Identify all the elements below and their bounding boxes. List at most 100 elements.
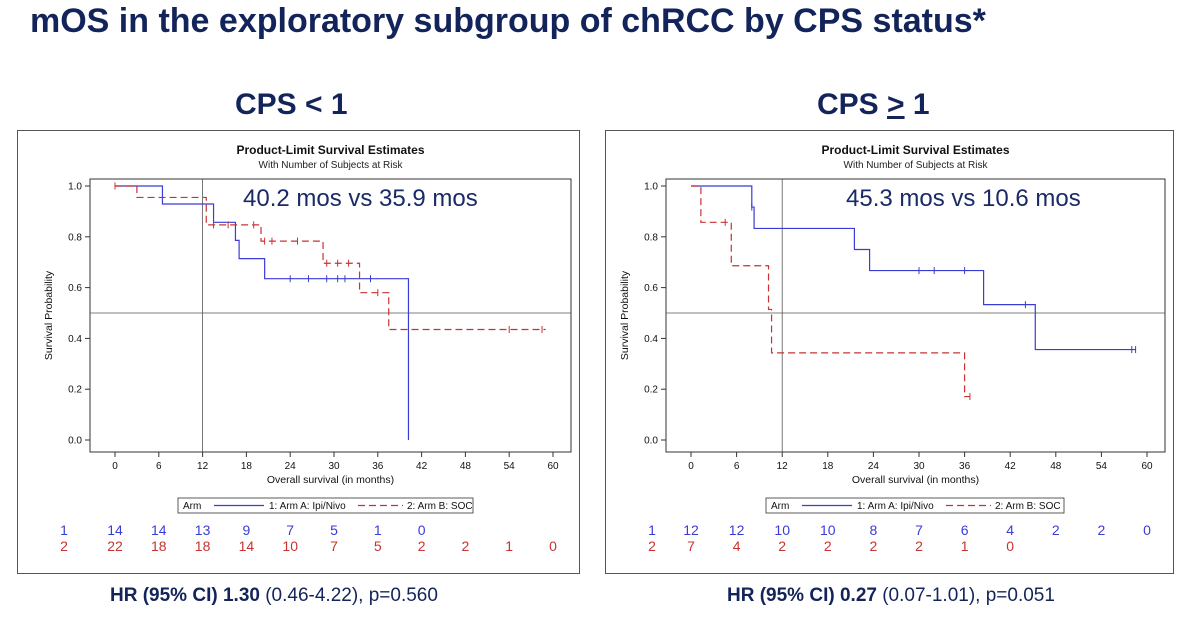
at-risk-count: 0 <box>1006 538 1014 554</box>
plot-frame <box>89 178 572 453</box>
x-tick-label: 54 <box>504 461 516 472</box>
hr-label-right: HR (95% CI) <box>727 585 840 606</box>
at-risk-count: 2 <box>418 538 426 554</box>
at-risk-count: 5 <box>330 522 338 538</box>
x-tick-label: 60 <box>547 461 559 472</box>
legend-title: Arm <box>183 501 201 512</box>
at-risk-count: 14 <box>239 538 255 554</box>
x-tick-label: 6 <box>156 461 162 472</box>
at-risk-count: 4 <box>1006 522 1014 538</box>
x-tick-label: 0 <box>688 461 694 472</box>
at-risk-count: 13 <box>195 522 211 538</box>
chart-subtitle: With Number of Subjects at Risk <box>259 160 404 171</box>
at-risk-count: 1 <box>505 538 513 554</box>
at-risk-count: 2 <box>1098 522 1106 538</box>
y-tick-label: 0.2 <box>644 385 658 396</box>
y-tick-label: 0.8 <box>68 232 82 243</box>
at-risk-count: 0 <box>1143 522 1151 538</box>
y-tick-label: 1.0 <box>68 182 82 193</box>
km-panel-right: Product-Limit Survival Estimates With Num… <box>605 130 1174 574</box>
at-risk-count: 2 <box>870 538 878 554</box>
x-tick-label: 12 <box>777 461 789 472</box>
x-tick-label: 30 <box>913 461 925 472</box>
panel-title-right-value: 1 <box>904 88 930 121</box>
at-risk-arm-label: 2 <box>648 538 656 554</box>
y-tick-label: 0.0 <box>68 436 82 447</box>
x-axis-label: Overall survival (in months) <box>267 474 394 486</box>
legend-label-arm-a: 1: Arm A: Ipi/Nivo <box>857 501 934 512</box>
panel-title-right: CPS > 1 <box>817 88 930 122</box>
hr-value-left: 1.30 <box>222 585 260 606</box>
hr-text-left: HR (95% CI) 1.30 (0.46-4.22), p=0.560 <box>110 585 438 607</box>
x-tick-label: 48 <box>460 461 472 472</box>
x-tick-label: 42 <box>416 461 428 472</box>
panel-title-right-prefix: CPS <box>817 88 888 121</box>
at-risk-count: 2 <box>915 538 923 554</box>
hr-ci-left: (0.46-4.22), p=0.560 <box>259 585 438 606</box>
at-risk-count: 0 <box>549 538 557 554</box>
at-risk-count: 2 <box>778 538 786 554</box>
at-risk-count: 10 <box>282 538 298 554</box>
x-tick-label: 30 <box>328 461 340 472</box>
at-risk-arm-label: 1 <box>60 522 68 538</box>
x-tick-label: 54 <box>1096 461 1108 472</box>
x-tick-label: 18 <box>241 461 253 472</box>
panel-title-left-prefix: CPS <box>235 88 306 121</box>
at-risk-count: 18 <box>151 538 167 554</box>
at-risk-count: 1 <box>961 538 969 554</box>
km-chart-left: Product-Limit Survival Estimates With Num… <box>43 143 572 554</box>
at-risk-count: 5 <box>374 538 382 554</box>
hr-label-left: HR (95% CI) <box>110 585 223 606</box>
x-tick-label: 24 <box>868 461 880 472</box>
legend-label-arm-b: 2: Arm B: SOC <box>407 501 473 512</box>
at-risk-count: 0 <box>418 522 426 538</box>
at-risk-count: 12 <box>729 522 745 538</box>
at-risk-count: 7 <box>915 522 923 538</box>
km-panel-left: Product-Limit Survival Estimates With Num… <box>17 130 580 574</box>
plot-frame <box>665 178 1166 453</box>
y-tick-label: 1.0 <box>644 182 658 193</box>
panel-title-left-op: < <box>305 88 323 121</box>
legend-label-arm-b: 2: Arm B: SOC <box>995 501 1061 512</box>
at-risk-count: 8 <box>870 522 878 538</box>
at-risk-count: 14 <box>107 522 123 538</box>
chart-title: Product-Limit Survival Estimates <box>236 143 424 157</box>
at-risk-count: 18 <box>195 538 211 554</box>
x-tick-label: 0 <box>112 461 118 472</box>
y-tick-label: 0.6 <box>644 283 658 294</box>
legend-title: Arm <box>771 501 789 512</box>
hr-ci-right: (0.07-1.01), p=0.051 <box>876 585 1055 606</box>
hr-text-right: HR (95% CI) 0.27 (0.07-1.01), p=0.051 <box>727 585 1055 607</box>
at-risk-count: 2 <box>824 538 832 554</box>
median-annotation: 45.3 mos vs 10.6 mos <box>846 185 1081 212</box>
chart-subtitle: With Number of Subjects at Risk <box>844 160 989 171</box>
hr-value-right: 0.27 <box>839 585 877 606</box>
median-annotation: 40.2 mos vs 35.9 mos <box>243 185 478 212</box>
x-tick-label: 36 <box>959 461 971 472</box>
at-risk-arm-label: 1 <box>648 522 656 538</box>
panel-title-left: CPS < 1 <box>235 88 348 122</box>
at-risk-count: 1 <box>374 522 382 538</box>
at-risk-count: 10 <box>774 522 790 538</box>
survival-curve-1 <box>115 185 410 440</box>
y-axis-label: Survival Probability <box>619 270 631 360</box>
x-tick-label: 18 <box>822 461 834 472</box>
at-risk-count: 7 <box>330 538 338 554</box>
legend-label-arm-a: 1: Arm A: Ipi/Nivo <box>269 501 346 512</box>
chart-title: Product-Limit Survival Estimates <box>821 143 1009 157</box>
x-tick-label: 42 <box>1005 461 1017 472</box>
at-risk-count: 7 <box>286 522 294 538</box>
x-tick-label: 24 <box>285 461 297 472</box>
legend-box <box>177 497 474 514</box>
at-risk-count: 12 <box>683 522 699 538</box>
at-risk-count: 10 <box>820 522 836 538</box>
y-tick-label: 0.4 <box>68 334 82 345</box>
x-tick-label: 48 <box>1050 461 1062 472</box>
at-risk-count: 14 <box>151 522 167 538</box>
at-risk-count: 6 <box>961 522 969 538</box>
at-risk-count: 9 <box>243 522 251 538</box>
slide-title: mOS in the exploratory subgroup of chRCC… <box>30 2 986 40</box>
y-tick-label: 0.2 <box>68 385 82 396</box>
y-tick-label: 0.4 <box>644 334 658 345</box>
at-risk-count: 22 <box>107 538 123 554</box>
